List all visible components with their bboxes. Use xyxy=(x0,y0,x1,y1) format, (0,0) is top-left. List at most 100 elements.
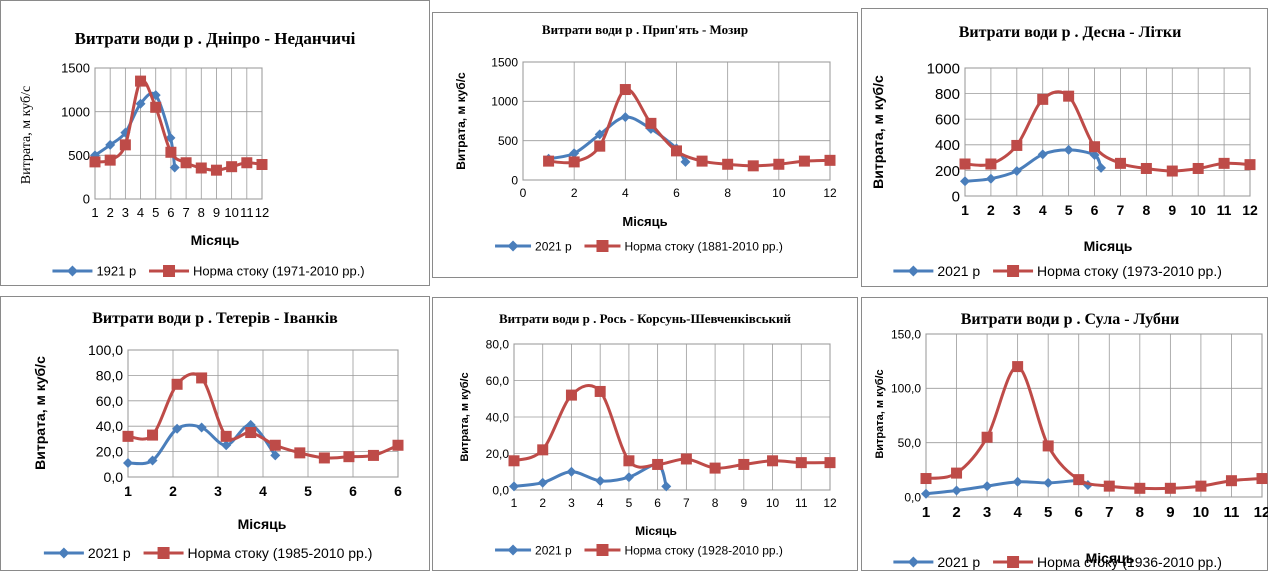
y-tick-label: 20,0 xyxy=(96,444,123,460)
y-tick-label: 1000 xyxy=(491,95,518,109)
data-point xyxy=(1257,473,1268,484)
data-point xyxy=(796,457,807,468)
y-tick-label: 200 xyxy=(935,163,960,180)
y-tick-label: 20,0 xyxy=(486,447,510,461)
data-point xyxy=(270,440,281,451)
data-point xyxy=(594,141,605,152)
x-tick-label: 8 xyxy=(1136,504,1144,521)
data-point xyxy=(1043,440,1054,451)
data-point xyxy=(566,390,577,401)
data-point xyxy=(105,155,116,166)
data-point xyxy=(773,159,784,170)
x-tick-label: 1 xyxy=(91,205,98,220)
data-point xyxy=(681,453,692,464)
x-tick-label: 3 xyxy=(122,205,129,220)
x-tick-label: 3 xyxy=(1013,202,1021,218)
y-tick-label: 0,0 xyxy=(492,483,509,497)
x-tick-label: 6 xyxy=(167,205,174,220)
y-tick-label: 500 xyxy=(498,134,518,148)
data-point xyxy=(343,451,354,462)
x-tick-label: 2 xyxy=(107,205,114,220)
y-tick-label: 60,0 xyxy=(486,374,510,388)
x-tick-label: 4 xyxy=(137,205,144,220)
x-tick-label: 5 xyxy=(304,483,312,499)
legend-label-2: Норма стоку (1985-2010 рр.) xyxy=(188,545,373,561)
y-tick-label: 400 xyxy=(935,137,960,154)
data-point xyxy=(543,156,554,167)
x-tick-label: 4 xyxy=(622,186,629,200)
x-tick-label: 10 xyxy=(766,496,780,510)
legend-label-2: Норма стоку (1973-2010 рр.) xyxy=(1037,263,1222,279)
x-tick-label: 9 xyxy=(740,496,747,510)
chart-panel-4: 0,0 20,0 40,0 60,0 80,0 100,0 1 2 3 4 5 6 6 Витрати в… xyxy=(0,296,430,571)
data-point xyxy=(645,118,656,129)
legend-label-1: 2021 р xyxy=(88,545,131,561)
data-point xyxy=(319,452,330,463)
data-point xyxy=(1226,475,1237,486)
x-tick-label: 6 xyxy=(673,186,680,200)
y-tick-label: 0 xyxy=(511,173,518,187)
y-tick-label: 40,0 xyxy=(486,410,510,424)
data-point xyxy=(172,379,183,390)
y-tick-label: 600 xyxy=(935,112,960,129)
data-point xyxy=(1134,483,1145,494)
legend-marker xyxy=(1007,556,1019,568)
x-axis-label: Місяць xyxy=(622,214,667,229)
data-point xyxy=(1165,483,1176,494)
legend-marker xyxy=(596,240,608,252)
chart-title: Витрати води р . Сула - Лубни xyxy=(961,311,1180,328)
plot-area xyxy=(926,334,1262,497)
data-point xyxy=(710,463,721,474)
x-tick-label: 10 xyxy=(772,186,786,200)
x-tick-label: 12 xyxy=(823,186,837,200)
legend-label-2: Норма стоку (1881-2010 рр.) xyxy=(624,239,782,253)
chart-title: Витрати води р . Прип'ять - Мозир xyxy=(542,22,748,37)
chart-panel-6: 0,0 50,0 100,0 150,0 1 2 3 4 5 6 7 8 9 10 11 12 Витрати … xyxy=(861,297,1268,571)
legend-label-1: 2021 р xyxy=(937,263,980,279)
y-tick-label: 80,0 xyxy=(486,337,510,351)
x-tick-label: 6 xyxy=(394,483,402,499)
x-tick-label: 8 xyxy=(1142,202,1150,218)
data-point xyxy=(620,84,631,95)
legend-marker xyxy=(1007,265,1019,277)
x-tick-label: 8 xyxy=(712,496,719,510)
data-point xyxy=(799,156,810,167)
x-tick-label: 7 xyxy=(182,205,189,220)
data-point xyxy=(1193,163,1204,174)
x-tick-label: 9 xyxy=(213,205,220,220)
x-tick-label: 11 xyxy=(795,496,808,510)
data-point xyxy=(767,455,778,466)
chart-svg-2: 0500100015000 2 4 6 8 10 12Витрати води р . Пр… xyxy=(432,12,858,278)
data-point xyxy=(221,431,232,442)
data-point xyxy=(623,455,634,466)
data-point xyxy=(1219,158,1230,169)
x-tick-label: 1 xyxy=(922,504,930,521)
x-tick-label: 9 xyxy=(1168,202,1176,218)
data-point xyxy=(1141,163,1152,174)
data-point xyxy=(982,432,993,443)
x-tick-label: 2 xyxy=(169,483,177,499)
data-point xyxy=(1089,141,1100,152)
y-axis-label: Витрата, м куб/с xyxy=(874,369,886,458)
x-tick-label: 8 xyxy=(724,186,731,200)
data-point xyxy=(825,457,836,468)
data-point xyxy=(1011,140,1022,151)
legend-label-1: 2021 р xyxy=(937,554,980,570)
x-tick-label: 4 xyxy=(1039,202,1047,218)
x-tick-label: 11 xyxy=(1217,202,1232,218)
data-point xyxy=(921,473,932,484)
data-point xyxy=(257,159,268,170)
chart-svg-5: 0,020,040,060,080,01 2 3 4 5 6 7 8 9 10 11 12Витрат… xyxy=(432,297,858,571)
y-axis-label: Витрата, м куб/с xyxy=(870,75,886,189)
y-tick-label: 1000 xyxy=(927,60,960,77)
y-tick-label: 0 xyxy=(952,188,960,205)
legend-label-2: Норма стоку (1928-2010 рр.) xyxy=(624,543,782,557)
y-tick-label: 1000 xyxy=(61,104,90,119)
legend-label-1: 2021 р xyxy=(535,543,572,557)
x-tick-label: 12 xyxy=(1242,202,1258,218)
data-point xyxy=(748,160,759,171)
x-tick-label: 12 xyxy=(255,205,269,220)
data-point xyxy=(1037,94,1048,105)
data-point xyxy=(196,372,207,383)
